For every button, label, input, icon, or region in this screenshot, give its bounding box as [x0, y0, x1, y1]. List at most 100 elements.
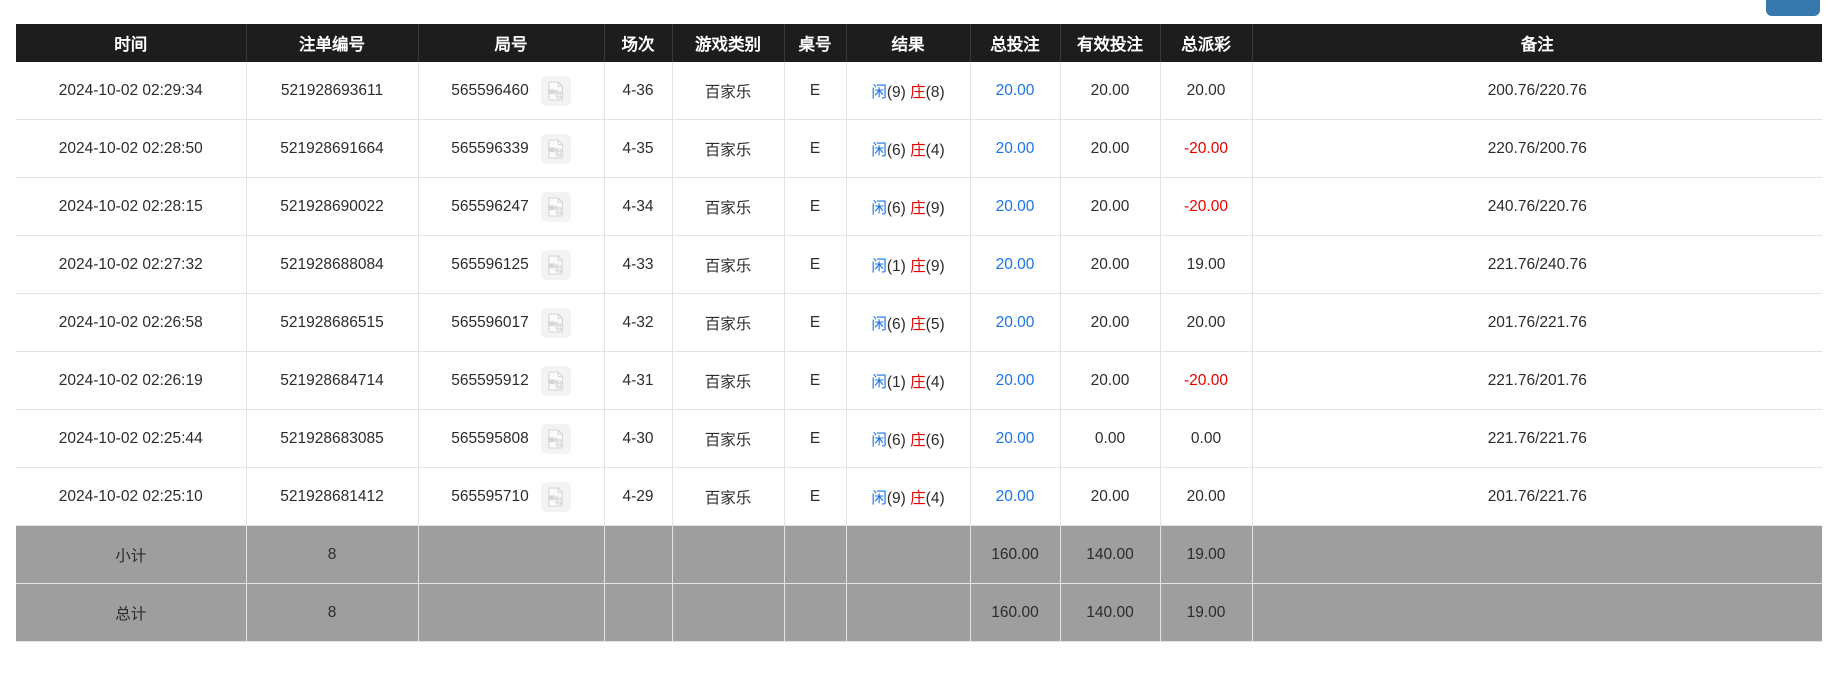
cell-result: 闲(6) 庄(9) — [846, 177, 971, 236]
table-row: 2024-10-02 02:25:44 521928683085 565595808… — [16, 409, 1822, 468]
summary-table-no — [784, 583, 847, 642]
cell-payout: 19.00 — [1160, 235, 1253, 294]
cell-valid-bet: 20.00 — [1060, 62, 1161, 120]
cell-payout: 20.00 — [1160, 62, 1253, 120]
cell-round-id: 565595912 — [418, 351, 605, 410]
summary-shift — [604, 525, 673, 584]
payout-amount: 20.00 — [1186, 313, 1226, 331]
summary-count: 8 — [246, 583, 419, 642]
cell-total-bet: 20.00 — [970, 235, 1061, 294]
result-player-value: (6) — [886, 431, 906, 449]
total-bet-amount[interactable]: 20.00 — [995, 197, 1035, 215]
cell-result: 闲(6) 庄(4) — [846, 119, 971, 178]
total-bet-amount[interactable]: 20.00 — [995, 371, 1035, 389]
cell-round-id: 565596339 — [418, 119, 605, 178]
cell-valid-bet: 20.00 — [1060, 235, 1161, 294]
round-id-text: 565596460 — [451, 81, 529, 99]
cell-valid-bet: 20.00 — [1060, 467, 1161, 526]
cell-time: 2024-10-02 02:25:10 — [16, 467, 247, 526]
table-header-row: 时间 注单编号 局号 场次 游戏类别 桌号 结果 总投注 有效投注 总派彩 备注 — [16, 24, 1822, 62]
summary-remark — [1252, 583, 1822, 642]
video-replay-icon[interactable] — [540, 75, 571, 106]
column-header-bet-id[interactable]: 注单编号 — [246, 24, 419, 62]
result-banker-label: 庄 — [910, 257, 926, 275]
cell-round-id: 565595710 — [418, 467, 605, 526]
column-header-valid-bet[interactable]: 有效投注 — [1060, 24, 1161, 62]
cell-game-type: 百家乐 — [672, 235, 785, 294]
cell-game-type: 百家乐 — [672, 119, 785, 178]
subtotal-row: 小计 8 160.00 140.00 19.00 — [16, 525, 1822, 584]
cell-bet-id: 521928681412 — [246, 467, 419, 526]
round-id-text: 565596125 — [451, 255, 529, 273]
cell-table-no: E — [784, 351, 847, 410]
video-replay-icon[interactable] — [540, 249, 571, 280]
cell-total-bet: 20.00 — [970, 62, 1061, 120]
cell-remark: 221.76/201.76 — [1252, 351, 1822, 410]
cell-shift: 4-36 — [604, 62, 673, 120]
payout-amount: 20.00 — [1186, 487, 1226, 505]
cell-time: 2024-10-02 02:28:15 — [16, 177, 247, 236]
table-body: 2024-10-02 02:29:34 521928693611 565596460… — [16, 62, 1822, 642]
video-replay-icon[interactable] — [540, 423, 571, 454]
result-player-value: (6) — [886, 199, 906, 217]
result-player-value: (6) — [886, 141, 906, 159]
total-bet-amount[interactable]: 20.00 — [995, 487, 1035, 505]
round-id-text: 565596247 — [451, 197, 529, 215]
cell-shift: 4-34 — [604, 177, 673, 236]
video-replay-icon[interactable] — [540, 307, 571, 338]
column-header-payout[interactable]: 总派彩 — [1160, 24, 1253, 62]
summary-payout: 19.00 — [1160, 583, 1253, 642]
cell-table-no: E — [784, 409, 847, 468]
video-replay-icon[interactable] — [540, 133, 571, 164]
total-bet-amount[interactable]: 20.00 — [995, 429, 1035, 447]
cell-shift: 4-30 — [604, 409, 673, 468]
total-bet-amount[interactable]: 20.00 — [995, 139, 1035, 157]
cell-time: 2024-10-02 02:25:44 — [16, 409, 247, 468]
cell-shift: 4-29 — [604, 467, 673, 526]
column-header-time[interactable]: 时间 — [16, 24, 247, 62]
video-replay-icon[interactable] — [540, 481, 571, 512]
total-bet-amount[interactable]: 20.00 — [995, 255, 1035, 273]
column-header-result[interactable]: 结果 — [846, 24, 971, 62]
summary-round-id — [418, 583, 605, 642]
video-replay-icon[interactable] — [540, 365, 571, 396]
video-replay-icon[interactable] — [540, 191, 571, 222]
column-header-total-bet[interactable]: 总投注 — [970, 24, 1061, 62]
cell-game-type: 百家乐 — [672, 351, 785, 410]
result-player-value: (1) — [886, 257, 906, 275]
result-player-label: 闲 — [871, 83, 887, 101]
result-player-value: (9) — [886, 489, 906, 507]
cell-shift: 4-32 — [604, 293, 673, 352]
cell-shift: 4-31 — [604, 351, 673, 410]
column-header-shift[interactable]: 场次 — [604, 24, 673, 62]
cell-shift: 4-35 — [604, 119, 673, 178]
cell-payout: -20.00 — [1160, 119, 1253, 178]
column-header-table-no[interactable]: 桌号 — [784, 24, 847, 62]
cell-result: 闲(6) 庄(5) — [846, 293, 971, 352]
cell-remark: 201.76/221.76 — [1252, 467, 1822, 526]
cell-shift: 4-33 — [604, 235, 673, 294]
cell-remark: 221.76/221.76 — [1252, 409, 1822, 468]
cell-time: 2024-10-02 02:28:50 — [16, 119, 247, 178]
table-row: 2024-10-02 02:25:10 521928681412 565595710… — [16, 467, 1822, 526]
total-bet-amount[interactable]: 20.00 — [995, 313, 1035, 331]
total-bet-amount[interactable]: 20.00 — [995, 81, 1035, 99]
summary-total-bet: 160.00 — [970, 525, 1061, 584]
table-row: 2024-10-02 02:26:58 521928686515 565596017… — [16, 293, 1822, 352]
result-banker-value: (6) — [925, 431, 945, 449]
result-banker-value: (5) — [925, 315, 945, 333]
column-header-game-type[interactable]: 游戏类别 — [672, 24, 785, 62]
result-banker-value: (9) — [925, 199, 945, 217]
result-banker-label: 庄 — [910, 373, 926, 391]
cell-game-type: 百家乐 — [672, 177, 785, 236]
result-player-label: 闲 — [871, 141, 887, 159]
column-header-round-id[interactable]: 局号 — [418, 24, 605, 62]
cell-table-no: E — [784, 62, 847, 120]
column-header-remark[interactable]: 备注 — [1252, 24, 1822, 62]
cell-table-no: E — [784, 235, 847, 294]
summary-shift — [604, 583, 673, 642]
cell-bet-id: 521928690022 — [246, 177, 419, 236]
payout-amount: -20.00 — [1184, 197, 1228, 215]
summary-game-type — [672, 525, 785, 584]
scroll-top-button[interactable] — [1766, 0, 1820, 16]
